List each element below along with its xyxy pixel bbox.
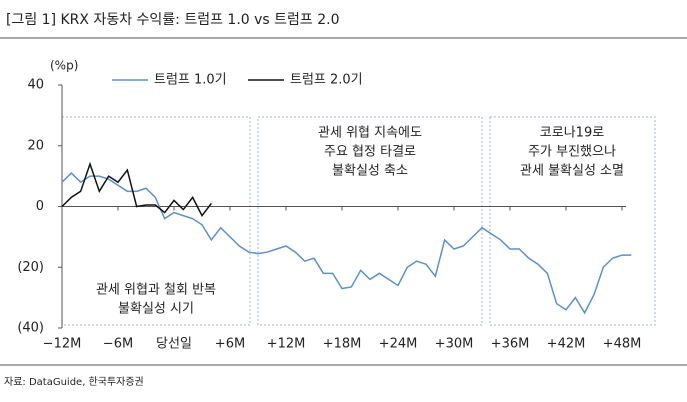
- x-tick-label: +30M: [435, 337, 474, 352]
- annotation: 불확실성 시기: [118, 302, 194, 317]
- annotation: 코로나19로: [540, 126, 604, 141]
- x-tick-label: 당선일: [156, 337, 192, 352]
- annotation: 주가 부진했으나: [528, 144, 616, 160]
- y-tick-label: 0: [36, 199, 44, 214]
- x-tick-label: +36M: [491, 337, 530, 352]
- y-axis-label: (%p): [50, 59, 78, 73]
- chart-title: [그림 1] KRX 자동차 수익률: 트럼프 1.0 vs 트럼프 2.0: [6, 12, 340, 28]
- source: 자료: DataGuide, 한국투자증권: [4, 376, 144, 388]
- y-tick-label: (40): [17, 321, 44, 336]
- annotation: 관세 불확실성 소멸: [520, 164, 624, 179]
- y-tick-label: 20: [27, 138, 44, 153]
- y-tick-label: (20): [17, 260, 44, 275]
- x-tick-label: +12M: [267, 337, 306, 352]
- legend-label: 트럼프 1.0기: [154, 73, 227, 88]
- x-tick-label: +42M: [547, 337, 586, 352]
- annotation: 주요 협정 타결로: [324, 145, 416, 160]
- period-box: [257, 116, 483, 326]
- annotation: 관세 위협 지속에도: [318, 126, 422, 141]
- y-tick-label: 40: [27, 78, 44, 93]
- x-tick-label: +6M: [215, 337, 245, 352]
- period-box: [489, 116, 656, 326]
- annotation: 관세 위협과 철회 반복: [96, 283, 216, 298]
- x-tick-label: −12M: [43, 337, 82, 352]
- series-line: [61, 172, 632, 315]
- x-tick-label: +48M: [603, 337, 642, 352]
- x-tick-label: +24M: [379, 337, 418, 352]
- annotation: 불확실성 축소: [332, 164, 408, 179]
- x-tick-label: −6M: [103, 337, 133, 352]
- x-tick-label: +18M: [323, 337, 362, 352]
- legend-label: 트럼프 2.0기: [290, 73, 363, 88]
- series-line: [61, 161, 212, 218]
